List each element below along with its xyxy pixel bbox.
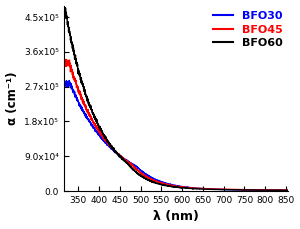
BFO30 — [238, 188, 242, 191]
BFO60 — [63, 6, 67, 9]
Line: BFO30: BFO30 — [64, 81, 288, 190]
BFO30 — [74, 96, 77, 99]
BFO30 — [67, 79, 71, 82]
BFO30 — [171, 184, 175, 186]
BFO60 — [280, 189, 283, 192]
BFO45 — [62, 62, 66, 64]
BFO45 — [64, 58, 68, 61]
BFO45 — [286, 189, 289, 191]
BFO45 — [280, 189, 283, 191]
BFO60 — [165, 184, 169, 187]
BFO45 — [165, 183, 169, 186]
Line: BFO45: BFO45 — [64, 59, 288, 190]
Line: BFO60: BFO60 — [64, 8, 288, 190]
BFO60 — [280, 189, 284, 192]
BFO60 — [171, 185, 175, 188]
BFO60 — [74, 55, 77, 57]
BFO60 — [286, 189, 290, 192]
BFO30 — [165, 182, 169, 185]
BFO30 — [280, 189, 283, 192]
BFO45 — [238, 188, 242, 191]
BFO60 — [238, 188, 242, 191]
BFO45 — [280, 189, 284, 191]
BFO45 — [286, 189, 290, 191]
BFO45 — [74, 79, 77, 82]
BFO60 — [62, 11, 66, 14]
BFO45 — [171, 184, 175, 187]
Legend: BFO30, BFO45, BFO60: BFO30, BFO45, BFO60 — [213, 11, 282, 48]
BFO60 — [286, 189, 290, 192]
BFO30 — [280, 189, 284, 192]
Y-axis label: α (cm⁻¹): α (cm⁻¹) — [6, 71, 19, 125]
BFO30 — [62, 80, 66, 82]
BFO30 — [286, 189, 290, 192]
X-axis label: λ (nm): λ (nm) — [153, 210, 199, 224]
